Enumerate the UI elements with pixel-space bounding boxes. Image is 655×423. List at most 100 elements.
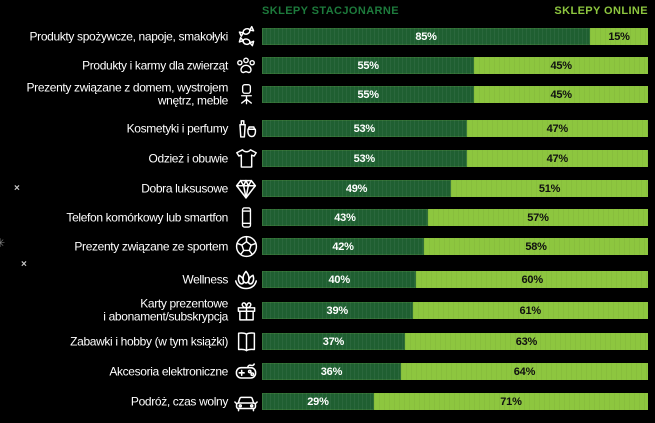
stacked-bar: 49% 51%	[262, 180, 648, 197]
legend-label-stationary: SKLEPY STACJONARNE	[262, 5, 399, 17]
bar-segment-stationary: 55%	[262, 57, 475, 74]
value-label-online: 60%	[521, 273, 543, 286]
game-controller-icon	[231, 357, 261, 387]
value-label-stationary: 55%	[357, 59, 379, 72]
cosmetics-icon	[231, 114, 261, 144]
category-label: Akcesoria elektroniczne	[109, 363, 228, 378]
bar-segment-stationary: 40%	[262, 271, 417, 288]
bar-segment-stationary: 43%	[262, 209, 428, 226]
bar-segment-stationary: 42%	[262, 238, 425, 255]
category-row: Produkty i karmy dla zwierząt 55% 45%	[0, 56, 655, 74]
category-label: Zabawki i hobby (w tym książki)	[70, 333, 228, 348]
value-label-online: 64%	[513, 365, 536, 378]
bar-segment-online: 45%	[474, 86, 648, 103]
category-label: Telefon komórkowy lub smartfon	[66, 209, 228, 224]
bar-segment-online: 47%	[466, 150, 648, 167]
category-label: Prezenty związane z domem, wystrojem wnę…	[26, 80, 229, 108]
bar-segment-online: 58%	[424, 238, 648, 255]
bar-segment-online: 47%	[466, 120, 648, 137]
category-row: Zabawki i hobby (w tym książki) 37% 63%	[0, 332, 655, 352]
lotus-icon	[231, 265, 261, 295]
category-label: Kosmetyki i perfumy	[126, 120, 229, 135]
bar-segment-online: 60%	[416, 271, 648, 288]
artifact-x-mark: ×	[21, 259, 27, 270]
bar-segment-stationary: 36%	[262, 363, 401, 380]
bar-segment-stationary: 53%	[262, 120, 467, 137]
gift-icon	[231, 296, 261, 326]
value-label-stationary: 53%	[353, 152, 376, 165]
category-label: Dobra luksusowe	[141, 180, 228, 195]
bar-segment-online: 71%	[373, 393, 648, 410]
value-label-online: 45%	[550, 88, 572, 101]
bar-segment-online: 61%	[412, 302, 648, 319]
category-row: Wellness 40% 60%	[0, 270, 655, 289]
value-label-stationary: 42%	[332, 240, 354, 253]
stacked-bar: 39% 61%	[262, 302, 648, 319]
stacked-bar: 85% 15%	[262, 28, 648, 45]
category-label: Prezenty związane ze sportem	[74, 238, 228, 253]
candy-icon	[231, 22, 261, 52]
value-label-stationary: 39%	[326, 304, 349, 317]
value-label-online: 58%	[525, 240, 547, 253]
stacked-bar: 40% 60%	[262, 271, 648, 288]
artifact-star-mark: ✳	[0, 236, 6, 250]
stacked-bar: 53% 47%	[262, 150, 648, 167]
value-label-online: 15%	[608, 30, 630, 43]
category-label: Podróż, czas wolny	[130, 393, 228, 408]
smartphone-icon	[231, 203, 261, 233]
value-label-stationary: 53%	[353, 122, 376, 135]
value-label-stationary: 36%	[320, 365, 343, 378]
bar-segment-online: 51%	[451, 180, 648, 197]
value-label-online: 57%	[527, 211, 549, 224]
value-label-online: 51%	[538, 182, 561, 195]
category-row: Produkty spożywcze, napoje, smakołyki 85…	[0, 25, 655, 47]
value-label-online: 61%	[519, 304, 542, 317]
bar-segment-online: 63%	[404, 333, 648, 350]
category-label: Karty prezentowe i abonament/subskrypcja	[103, 296, 228, 324]
value-label-stationary: 49%	[345, 182, 368, 195]
value-label-stationary: 40%	[328, 273, 350, 286]
stacked-bar: 37% 63%	[262, 333, 648, 350]
category-row: Dobra luksusowe 49% 51%	[0, 179, 655, 199]
bar-segment-online: 64%	[400, 363, 648, 380]
soccer-ball-icon	[231, 232, 261, 262]
bar-segment-stationary: 49%	[262, 180, 452, 197]
bar-segment-online: 45%	[474, 57, 648, 74]
category-row: Podróż, czas wolny 29% 71%	[0, 393, 655, 411]
bar-segment-stationary: 39%	[262, 302, 413, 319]
stacked-bar: 42% 58%	[262, 238, 648, 255]
value-label-stationary: 29%	[307, 395, 329, 408]
office-chair-icon	[231, 80, 261, 110]
value-label-stationary: 55%	[357, 88, 379, 101]
legend-label-online: SKLEPY ONLINE	[554, 5, 648, 17]
value-label-online: 45%	[550, 59, 572, 72]
stacked-bar: 36% 64%	[262, 363, 648, 380]
bar-segment-stationary: 55%	[262, 86, 475, 103]
value-label-stationary: 85%	[415, 30, 437, 43]
stacked-bar: 43% 57%	[262, 209, 648, 226]
category-row: Karty prezentowe i abonament/subskrypcja…	[0, 296, 655, 323]
category-label: Produkty i karmy dla zwierząt	[82, 57, 228, 72]
category-label: Produkty spożywcze, napoje, smakołyki	[29, 28, 229, 43]
category-label: Wellness	[182, 271, 228, 286]
value-label-online: 63%	[515, 335, 538, 348]
stacked-bar: 29% 71%	[262, 393, 648, 410]
diamond-icon	[231, 174, 261, 204]
category-label: Odzież i obuwie	[148, 150, 229, 165]
artifact-x-mark: ×	[14, 183, 20, 194]
value-label-online: 71%	[500, 395, 522, 408]
bar-segment-stationary: 85%	[262, 28, 591, 45]
car-icon	[231, 387, 261, 417]
value-label-stationary: 37%	[322, 335, 345, 348]
bar-segment-stationary: 29%	[262, 393, 374, 410]
category-row: Odzież i obuwie 53% 47%	[0, 149, 655, 168]
category-row: Akcesoria elektroniczne 36% 64%	[0, 362, 655, 380]
bar-segment-online: 15%	[590, 28, 648, 45]
stacked-bar: 53% 47%	[262, 120, 648, 137]
bar-segment-stationary: 53%	[262, 150, 467, 167]
category-row: Telefon komórkowy lub smartfon 43% 57%	[0, 207, 655, 228]
category-row: Prezenty związane ze sportem 42% 58%	[0, 235, 655, 258]
tshirt-icon	[231, 144, 261, 174]
value-label-stationary: 43%	[334, 211, 356, 224]
